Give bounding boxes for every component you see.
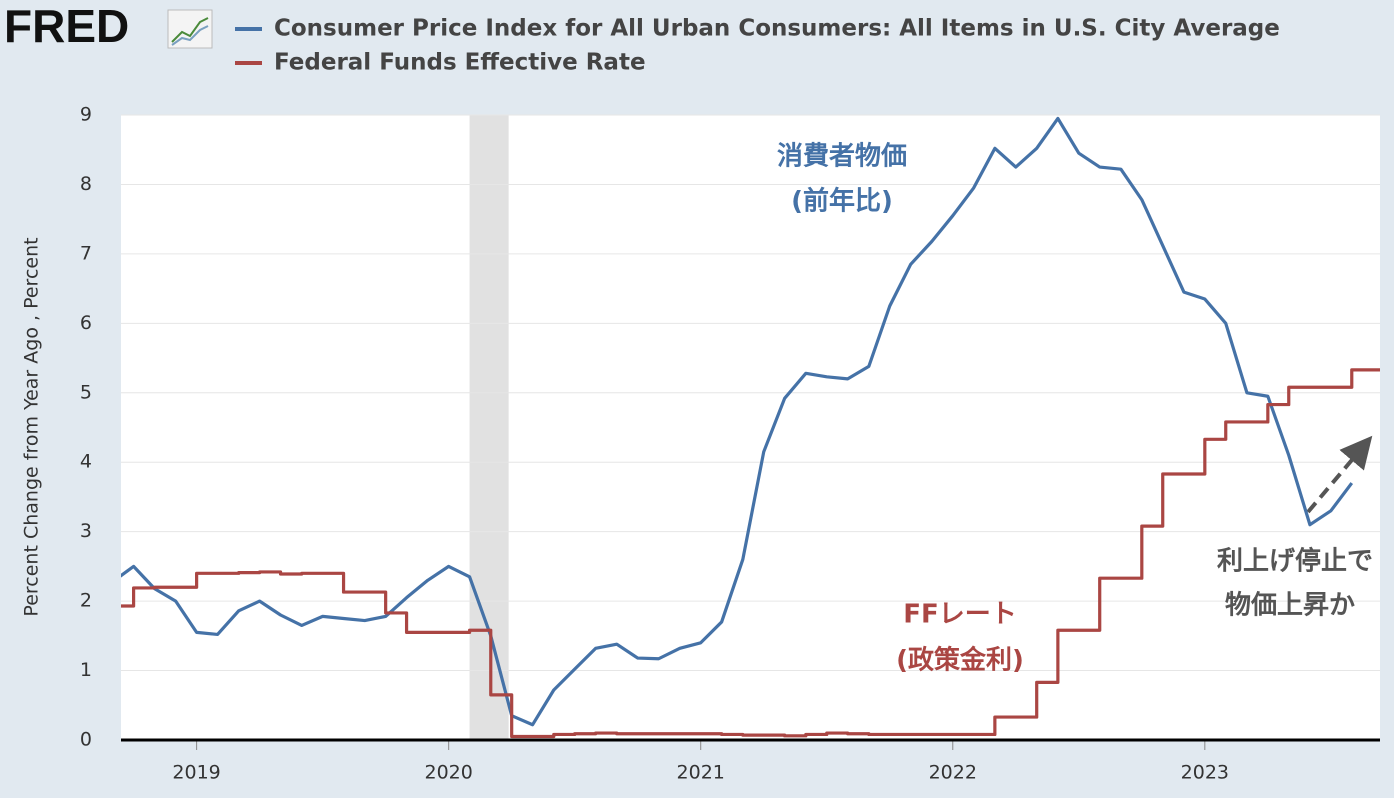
y-tick-label: 7 — [80, 242, 92, 264]
series-line — [121, 116, 1354, 727]
y-axis-label: Percent Change from Year Ago , Percent — [21, 237, 43, 616]
series-line — [121, 368, 1380, 739]
x-tick-label: 2023 — [1181, 762, 1229, 784]
y-tick-label: 6 — [80, 312, 92, 334]
annotation: 物価上昇か — [1225, 591, 1355, 621]
recession-shading — [469, 115, 509, 740]
y-tick-label: 2 — [80, 590, 92, 612]
y-tick-label: 8 — [80, 173, 92, 195]
x-tick-label: 2021 — [677, 762, 725, 784]
legend-label: Federal Funds Effective Rate — [274, 50, 646, 76]
logo-icon — [167, 9, 213, 49]
annotation: 消費者物価 — [777, 142, 907, 172]
x-tick-label: 2022 — [929, 762, 977, 784]
plot-area — [121, 115, 1380, 740]
logo: FRED — [4, 0, 129, 52]
x-tick-label: 2019 — [172, 762, 220, 784]
y-tick-label: 1 — [80, 659, 92, 681]
x-tick-label: 2020 — [424, 762, 472, 784]
y-tick-label: 5 — [80, 381, 92, 403]
annotation: FFレート — [903, 600, 1017, 630]
y-tick-label: 9 — [80, 104, 92, 126]
y-tick-label: 0 — [80, 729, 92, 751]
legend-label: Consumer Price Index for All Urban Consu… — [274, 16, 1280, 42]
annotation: (前年比) — [791, 186, 893, 217]
annotation-arrow — [1306, 435, 1373, 514]
annotation: 利上げ停止で — [1217, 546, 1373, 577]
y-tick-label: 4 — [80, 451, 92, 473]
y-tick-label: 3 — [80, 520, 92, 542]
annotation: (政策金利) — [896, 645, 1024, 676]
